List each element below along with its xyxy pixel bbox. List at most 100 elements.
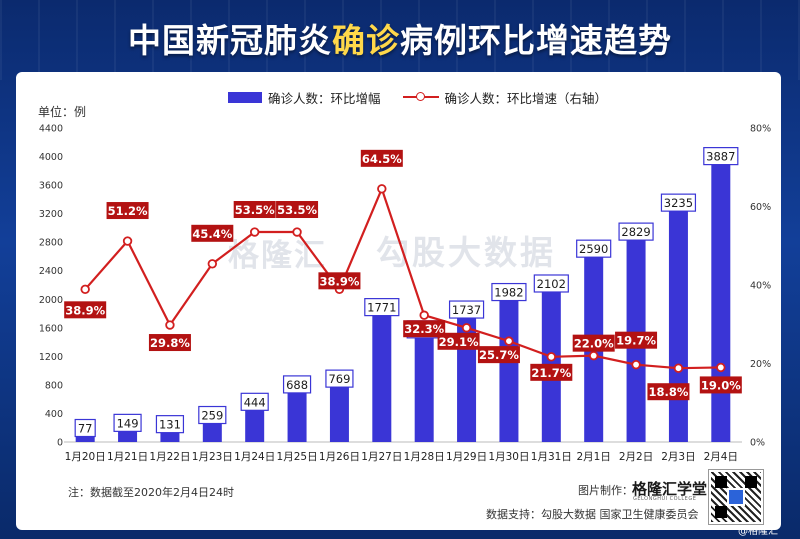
y-left-tick-label: 4000 (39, 152, 63, 163)
chart-title: 中国新冠肺炎确诊病例环比增速趋势 (0, 14, 800, 62)
y-left-tick-label: 3200 (39, 209, 63, 220)
line-label-box (403, 320, 446, 338)
y-right-tick-label: 80% (750, 124, 771, 135)
bar-label-box (74, 418, 96, 438)
x-tick-label: 1月27日 (361, 451, 402, 463)
line-label-box (647, 383, 690, 401)
line-value-label: 51.2% (108, 204, 148, 218)
bar (287, 392, 307, 442)
x-tick-label: 1月24日 (234, 451, 275, 463)
legend-bar-swatch (228, 91, 262, 103)
y-right-tick-label: 40% (750, 281, 771, 292)
x-tick-label: 1月25日 (277, 451, 318, 463)
line-point (546, 352, 557, 362)
corner-watermark: @格隆汇 (738, 526, 778, 537)
line-point (377, 184, 387, 194)
title-prefix: 中国新冠肺炎 (128, 21, 332, 60)
line-label-box (318, 272, 361, 290)
y-left-tick-label: 3600 (39, 181, 63, 192)
line-label-box (148, 334, 191, 352)
bar-label-box (660, 193, 697, 212)
bar (75, 436, 95, 442)
line-value-label: 38.9% (319, 274, 359, 288)
x-tick-label: 1月29日 (446, 451, 487, 463)
line-point (631, 359, 641, 370)
bar-value-label: 444 (244, 395, 266, 409)
x-tick-label: 1月28日 (404, 451, 445, 463)
line-label-box (233, 201, 276, 219)
x-tick-label: 2月2日 (619, 451, 653, 463)
line-label-box (699, 376, 742, 394)
watermark-logo: 格隆汇 (228, 238, 327, 274)
x-tick-label: 1月26日 (319, 451, 360, 463)
brand-logo: 格隆汇学堂 (632, 480, 708, 498)
bar-label-box (448, 300, 485, 319)
line-label-box (191, 224, 234, 242)
footnote: 注：数据截至2020年2月4日24时 (68, 486, 234, 499)
bar (499, 300, 519, 442)
line-point (292, 227, 302, 237)
bar-label-box (576, 239, 612, 258)
line-point (80, 284, 90, 295)
line-point (673, 363, 684, 373)
bar-value-label: 769 (328, 372, 350, 386)
line-point (207, 259, 218, 269)
x-tick-label: 1月20日 (65, 451, 106, 463)
legend-line-label: 确诊人数：环比增速（右轴） (444, 90, 608, 106)
x-tick-label: 2月3日 (661, 451, 695, 463)
y-left-tick-label: 400 (45, 409, 63, 420)
bar-label-box (533, 274, 569, 293)
line-value-label: 45.4% (192, 227, 232, 241)
y-left-tick-label: 2400 (39, 266, 63, 277)
y-left-tick-label: 2000 (39, 295, 63, 306)
unit-label: 单位：例 (38, 105, 87, 119)
line-label-box (615, 331, 658, 349)
bar-value-label: 77 (78, 422, 93, 436)
bar-value-label: 1737 (452, 303, 481, 317)
line-value-label: 32.3% (404, 322, 444, 336)
bar-value-label: 131 (159, 418, 181, 432)
bar-label-box (325, 369, 354, 388)
line-value-label: 19.0% (701, 378, 741, 392)
line-value-label: 53.5% (235, 203, 275, 217)
line-label-box (572, 334, 615, 352)
line-value-label: 29.8% (150, 336, 190, 350)
line-label-box (360, 149, 403, 167)
bar (118, 431, 138, 442)
bar (160, 432, 180, 442)
bar-label-box (618, 222, 654, 241)
title-suffix: 病例环比增速趋势 (400, 21, 672, 60)
brand-subtitle: GELONGHUI COLLEGE (633, 496, 697, 502)
line-value-label: 53.5% (277, 203, 317, 217)
bar-value-label: 1982 (494, 286, 523, 300)
bar-value-label: 149 (117, 416, 139, 430)
legend-bar-label: 确诊人数：环比增幅 (268, 90, 381, 106)
watermark-text: 勾股大数据 (376, 233, 556, 272)
bar-value-label: 2102 (537, 277, 566, 291)
bar-label-box (703, 147, 739, 166)
y-left-tick-label: 4400 (39, 124, 63, 135)
line-label-box (437, 332, 480, 350)
x-tick-label: 1月23日 (192, 451, 233, 463)
legend-line-swatch (402, 91, 439, 103)
bar (668, 211, 688, 442)
line-label-box (106, 202, 149, 220)
qr-center-logo (727, 488, 745, 506)
line-label-box (530, 363, 573, 381)
y-left-tick-label: 0 (57, 438, 63, 449)
bar-label-box (155, 415, 185, 434)
maker-label: 图片制作： (578, 484, 633, 497)
x-tick-label: 1月22日 (149, 451, 190, 463)
y-right-tick-label: 20% (750, 359, 771, 370)
line-value-label: 19.7% (616, 334, 656, 348)
line-label-box (477, 346, 520, 364)
bar (245, 410, 265, 442)
bar-label-box (491, 282, 527, 302)
line-label-box (64, 301, 107, 319)
line-value-label: 21.7% (531, 366, 571, 380)
y-right-tick-label: 60% (750, 202, 771, 213)
line-point (716, 362, 726, 373)
line-point (165, 320, 175, 330)
